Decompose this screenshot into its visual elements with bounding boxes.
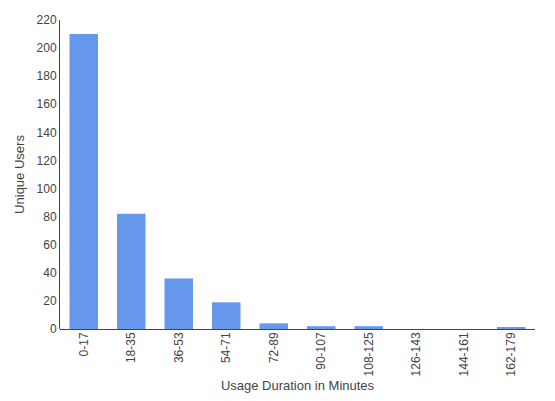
svg-text:126-143: 126-143 (409, 332, 423, 376)
svg-text:60: 60 (43, 238, 57, 252)
svg-text:0-17: 0-17 (77, 332, 91, 356)
svg-text:54-71: 54-71 (219, 332, 233, 363)
svg-text:20: 20 (43, 294, 57, 308)
svg-text:0: 0 (50, 322, 57, 336)
svg-text:144-161: 144-161 (457, 332, 471, 376)
svg-text:180: 180 (37, 69, 57, 83)
svg-text:160: 160 (37, 97, 57, 111)
svg-text:90-107: 90-107 (314, 332, 328, 370)
svg-text:120: 120 (37, 154, 57, 168)
svg-text:18-35: 18-35 (124, 332, 138, 363)
svg-text:72-89: 72-89 (267, 332, 281, 363)
svg-text:140: 140 (37, 126, 57, 140)
svg-text:162-179: 162-179 (504, 332, 518, 376)
svg-text:100: 100 (37, 182, 57, 196)
svg-text:220: 220 (37, 13, 57, 27)
svg-text:80: 80 (43, 210, 57, 224)
svg-text:200: 200 (37, 41, 57, 55)
svg-text:Usage Duration in Minutes: Usage Duration in Minutes (221, 378, 375, 393)
svg-text:Unique Users: Unique Users (12, 135, 27, 214)
svg-text:36-53: 36-53 (172, 332, 186, 363)
svg-text:40: 40 (43, 266, 57, 280)
svg-text:108-125: 108-125 (362, 332, 376, 376)
